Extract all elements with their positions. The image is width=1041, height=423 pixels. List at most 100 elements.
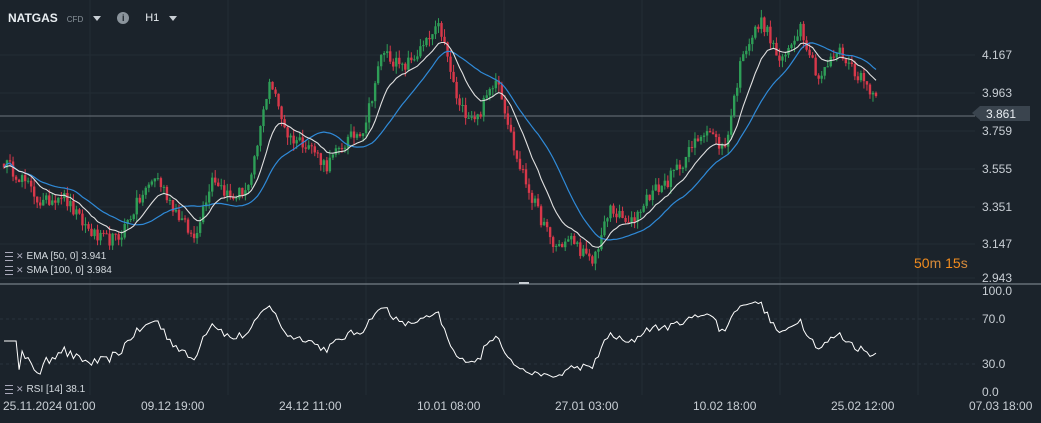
price-axis-label: 3.147: [982, 237, 1013, 251]
candle-body: [621, 210, 624, 218]
candle-body: [657, 184, 660, 192]
candle-body: [642, 205, 645, 212]
candle-body: [253, 156, 256, 175]
candle-body: [618, 210, 621, 218]
candle-body: [401, 63, 404, 65]
candle-body: [666, 180, 670, 187]
ema-line: [3, 41, 877, 248]
candle-body: [337, 148, 341, 150]
candle-body: [594, 251, 597, 264]
info-icon[interactable]: i: [117, 12, 130, 24]
candle-body: [754, 26, 757, 38]
instrument-type-badge: CFD: [66, 15, 84, 24]
candle-body: [286, 127, 289, 138]
candle-body: [844, 58, 848, 64]
candle-body: [271, 81, 274, 90]
candle-body: [458, 98, 461, 106]
candle-body: [784, 54, 787, 57]
candle-body: [874, 92, 878, 97]
candle-body: [395, 57, 398, 67]
candle-body: [488, 88, 491, 96]
candle-body: [455, 81, 458, 99]
candle-body: [361, 133, 365, 137]
candle-body: [39, 202, 42, 206]
candle-body: [693, 138, 697, 148]
candle-body: [663, 180, 666, 186]
candle-body: [198, 222, 202, 233]
candle-body: [238, 187, 241, 199]
ema-indicator-legend[interactable]: ✕ EMA [50, 0] 3.941: [5, 251, 106, 262]
candle-body: [527, 184, 531, 193]
candle-body: [66, 193, 69, 207]
candle-body: [111, 233, 114, 246]
candle-body: [591, 256, 594, 264]
candle-body: [751, 37, 754, 45]
candle-body: [210, 177, 214, 192]
candle-body: [244, 190, 247, 196]
candle-body: [464, 104, 467, 119]
time-axis-label: 09.12 19:00: [141, 399, 205, 413]
candle-body: [494, 80, 498, 89]
candle-body: [699, 136, 703, 141]
close-icon[interactable]: ✕: [16, 251, 24, 261]
candle-body: [576, 242, 579, 245]
close-icon[interactable]: ✕: [16, 265, 24, 275]
candle-body: [612, 205, 615, 214]
candle-body: [829, 56, 832, 67]
sma-indicator-legend[interactable]: ✕ SMA [100, 0] 3.984: [5, 265, 112, 276]
countdown-seconds-unit: s: [960, 255, 968, 271]
candle-body: [690, 147, 694, 149]
candles-layer: [2, 9, 878, 271]
candle-body: [708, 131, 712, 133]
candle-body: [214, 177, 217, 183]
candle-body: [573, 235, 576, 245]
candle-body: [404, 63, 407, 70]
candle-body: [29, 180, 33, 187]
candle-body: [376, 66, 380, 84]
candle-body: [470, 116, 473, 118]
candle-body: [636, 211, 639, 222]
candle-body: [585, 248, 588, 254]
candle-body: [479, 114, 482, 117]
candle-body: [413, 59, 416, 61]
time-axis-label: 07.03 18:00: [969, 399, 1033, 413]
candle-body: [416, 56, 419, 60]
timeframe-dropdown-icon[interactable]: [169, 15, 178, 21]
candle-body: [226, 190, 229, 196]
candle-body: [790, 44, 793, 49]
symbol-name[interactable]: NATGAS: [8, 11, 58, 25]
candle-body: [407, 57, 410, 70]
candle-body: [760, 17, 763, 29]
candle-body: [512, 131, 516, 151]
candle-body: [8, 160, 12, 162]
candle-body: [639, 211, 642, 213]
candle-body: [850, 62, 854, 65]
candle-body: [778, 55, 781, 61]
candle-body: [189, 232, 193, 234]
candle-body: [367, 103, 371, 123]
candle-body: [428, 37, 431, 40]
candle-body: [319, 153, 323, 165]
candle-body: [482, 97, 485, 117]
menu-icon[interactable]: [5, 252, 13, 261]
candle-body: [183, 218, 187, 220]
candle-body: [11, 161, 15, 177]
sma-value: 3.984: [86, 265, 112, 276]
candle-body: [826, 66, 829, 68]
menu-icon[interactable]: [5, 385, 13, 394]
candle-body: [114, 233, 117, 235]
candle-body: [123, 224, 126, 238]
close-icon[interactable]: ✕: [16, 384, 24, 394]
pane-resize-handle[interactable]: [519, 282, 529, 284]
candle-body: [262, 109, 265, 127]
timeframe-selector[interactable]: H1: [145, 12, 160, 24]
candle-body: [295, 140, 298, 144]
rsi-indicator-legend[interactable]: ✕ RSI [14] 38.1: [5, 384, 85, 395]
menu-icon[interactable]: [5, 266, 13, 275]
symbol-dropdown-icon[interactable]: [93, 15, 102, 21]
candle-body: [865, 81, 869, 85]
sma-label: SMA [100, 0]: [26, 265, 84, 276]
candle-body: [597, 249, 600, 252]
candle-body: [624, 217, 627, 222]
